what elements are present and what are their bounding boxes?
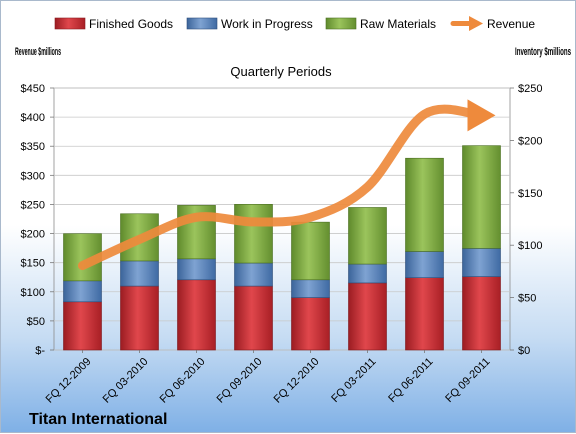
legend-label-raw-materials: Raw Materials (360, 17, 436, 31)
bar-work-in-progress (292, 280, 330, 298)
left-tick-label: $- (35, 345, 45, 357)
x-tick-label: FQ 03-2011 (329, 356, 378, 405)
left-tick-label: $250 (21, 199, 45, 211)
bar-work-in-progress (235, 263, 273, 286)
bar-work-in-progress (349, 264, 387, 283)
x-tick-label: FQ 06-2011 (386, 356, 435, 405)
left-tick-label: $400 (21, 112, 45, 124)
right-tick-label: $150 (518, 188, 542, 200)
left-tick-label: $450 (21, 83, 45, 95)
bar-finished-goods (463, 277, 501, 350)
bar-raw-materials (292, 222, 330, 280)
bar-work-in-progress (64, 281, 102, 302)
left-axis: $- $50 $100 $150 $200 $250 $300 $350 $400 $450 (21, 83, 54, 357)
bar-raw-materials (235, 204, 273, 263)
right-tick-label: $250 (518, 83, 542, 95)
bar-finished-goods (121, 286, 159, 350)
bar-finished-goods (64, 302, 102, 350)
bar-finished-goods (235, 286, 273, 350)
legend-label-finished-goods: Finished Goods (89, 17, 173, 31)
legend-swatch-work-in-progress (187, 18, 217, 29)
right-axis-title: Inventory $millions (515, 46, 571, 58)
right-tick-label: $0 (518, 345, 530, 357)
left-tick-label: $200 (21, 229, 45, 241)
bar-work-in-progress (406, 251, 444, 277)
chart-subtitle: Quarterly Periods (230, 64, 332, 79)
legend-item-work-in-progress: Work in Progress (187, 17, 313, 31)
x-tick-label: FQ 09-2010 (215, 356, 265, 406)
legend-item-finished-goods: Finished Goods (55, 17, 173, 31)
right-tick-label: $100 (518, 240, 542, 252)
legend-item-raw-materials: Raw Materials (326, 17, 436, 31)
bar-finished-goods (292, 298, 330, 350)
right-axis: $0 $50 $100 $150 $200 $250 (510, 83, 542, 357)
x-tick-label: FQ 12-2009 (44, 356, 94, 406)
chart-title: Titan International (29, 411, 167, 428)
bar-raw-materials (463, 146, 501, 249)
bar-work-in-progress (121, 261, 159, 286)
bar-finished-goods (349, 283, 387, 350)
legend-arrow-revenue (469, 16, 483, 31)
bar-raw-materials (406, 158, 444, 251)
bar-raw-materials (349, 207, 387, 264)
x-tick-label: FQ 06-2010 (158, 356, 208, 406)
x-tick-label: FQ 09-2011 (443, 356, 492, 405)
right-tick-label: $50 (518, 293, 536, 305)
left-tick-label: $50 (27, 316, 45, 328)
x-tick-label: FQ 03-2010 (101, 356, 151, 406)
left-tick-label: $100 (21, 287, 45, 299)
left-tick-label: $150 (21, 258, 45, 270)
bar-work-in-progress (463, 248, 501, 276)
legend-label-revenue: Revenue (487, 17, 535, 31)
legend-item-revenue: Revenue (453, 16, 535, 31)
bar-finished-goods (178, 280, 216, 350)
legend-swatch-raw-materials (326, 18, 356, 29)
legend-label-work-in-progress: Work in Progress (221, 17, 313, 31)
bar-finished-goods (406, 278, 444, 350)
legend: Finished Goods Work in Progress Raw Mate… (55, 16, 535, 31)
right-tick-label: $200 (518, 135, 542, 147)
left-tick-label: $350 (21, 141, 45, 153)
left-tick-label: $300 (21, 170, 45, 182)
left-axis-title: Revenue $millions (15, 46, 61, 58)
x-tick-label: FQ 12-2010 (272, 356, 322, 406)
legend-swatch-finished-goods (55, 18, 85, 29)
bar-work-in-progress (178, 259, 216, 280)
